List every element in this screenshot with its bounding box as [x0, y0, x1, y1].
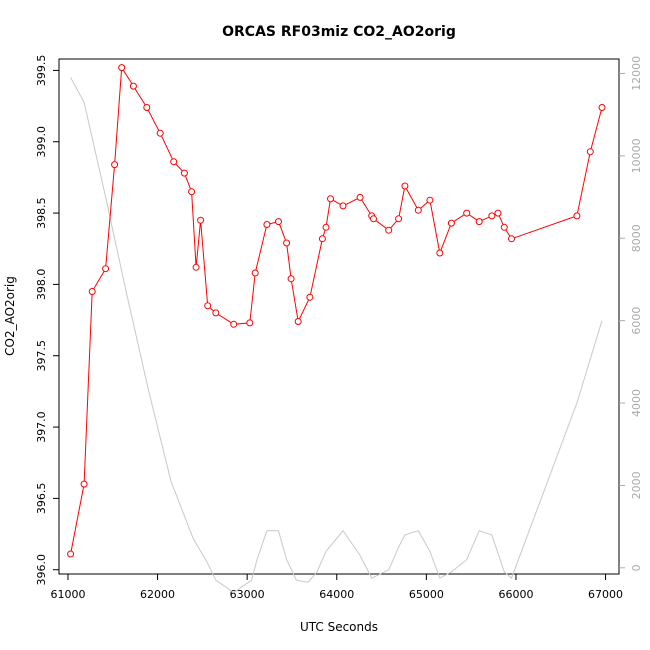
data-point: [118, 64, 126, 72]
data-point: [170, 158, 178, 166]
data-point: [129, 82, 137, 90]
plot-area: [58, 58, 620, 575]
y2-tick-label: 6000: [630, 307, 643, 335]
data-point: [322, 223, 330, 231]
data-point: [156, 129, 164, 137]
data-point: [318, 235, 326, 243]
y-tick-label: 396.0: [35, 554, 48, 586]
data-point: [370, 215, 377, 223]
y-tick-label: 398.0: [35, 269, 48, 301]
y-tick-label: 399.0: [35, 126, 48, 158]
data-point: [212, 309, 220, 317]
data-point: [275, 218, 282, 226]
x-tick-label: 64000: [319, 588, 354, 601]
data-point: [102, 265, 110, 273]
data-point: [573, 212, 581, 220]
data-point: [287, 275, 295, 283]
x-axis: 61000 62000 63000 64000 65000 66000 67000: [50, 574, 623, 601]
data-point: [263, 221, 271, 228]
y-axis-left: 396.0 396.5 397.0 397.5 398.0 398.5 399.0 399.5: [35, 55, 59, 586]
data-point: [414, 206, 422, 214]
data-point: [508, 235, 515, 243]
data-point: [500, 223, 508, 231]
x-tick-label: 62000: [140, 588, 175, 601]
data-point: [385, 226, 393, 234]
data-point: [356, 193, 364, 201]
data-point: [283, 239, 291, 247]
y2-tick-label: 8000: [630, 224, 643, 252]
data-point: [401, 182, 409, 190]
y-tick-label: 396.5: [35, 483, 48, 515]
data-point: [180, 169, 188, 177]
x-tick-label: 67000: [588, 588, 623, 601]
x-tick-label: 65000: [409, 588, 444, 601]
y-tick-label: 397.5: [35, 340, 48, 372]
data-point: [475, 218, 483, 226]
data-point: [88, 288, 96, 295]
y-tick-label: 397.0: [35, 411, 48, 443]
y2-tick-label: 0: [630, 564, 643, 571]
y-tick-label: 398.5: [35, 197, 48, 229]
x-axis-label: UTC Seconds: [300, 620, 378, 634]
data-point: [339, 202, 347, 210]
data-point: [67, 550, 75, 558]
data-point: [230, 320, 238, 328]
data-point: [494, 209, 502, 217]
data-point: [80, 480, 88, 488]
y-axis-right: 0 2000 4000 6000 8000 10000 12000: [619, 56, 643, 571]
series-layer: [67, 64, 606, 594]
y2-tick-label: 10000: [630, 138, 643, 173]
y2-tick-label: 12000: [630, 56, 643, 91]
y-axis-label: CO2_AO2orig: [3, 276, 17, 356]
data-point: [197, 216, 205, 224]
data-point: [447, 219, 455, 227]
y-tick-label: 399.5: [35, 55, 48, 87]
x-tick-label: 63000: [230, 588, 265, 601]
x-tick-label: 66000: [498, 588, 533, 601]
data-point: [204, 302, 212, 310]
data-point: [586, 148, 594, 156]
data-point: [143, 104, 151, 111]
data-point: [395, 215, 403, 223]
data-point: [436, 249, 444, 257]
y2-tick-label: 4000: [630, 389, 643, 417]
chart-title: ORCAS RF03miz CO2_AO2orig: [222, 24, 456, 40]
data-point: [246, 319, 254, 327]
data-point: [111, 161, 119, 169]
data-point: [188, 188, 196, 196]
secondary-series-line: [70, 77, 603, 594]
data-point: [463, 209, 471, 217]
y2-tick-label: 2000: [630, 471, 643, 499]
x-tick-label: 61000: [50, 588, 85, 601]
data-point: [192, 263, 200, 271]
data-point: [327, 195, 334, 203]
data-point: [426, 196, 434, 204]
data-point: [488, 212, 496, 220]
data-point: [306, 293, 314, 301]
data-point: [294, 318, 302, 325]
data-point: [251, 269, 259, 277]
data-point: [598, 104, 606, 111]
